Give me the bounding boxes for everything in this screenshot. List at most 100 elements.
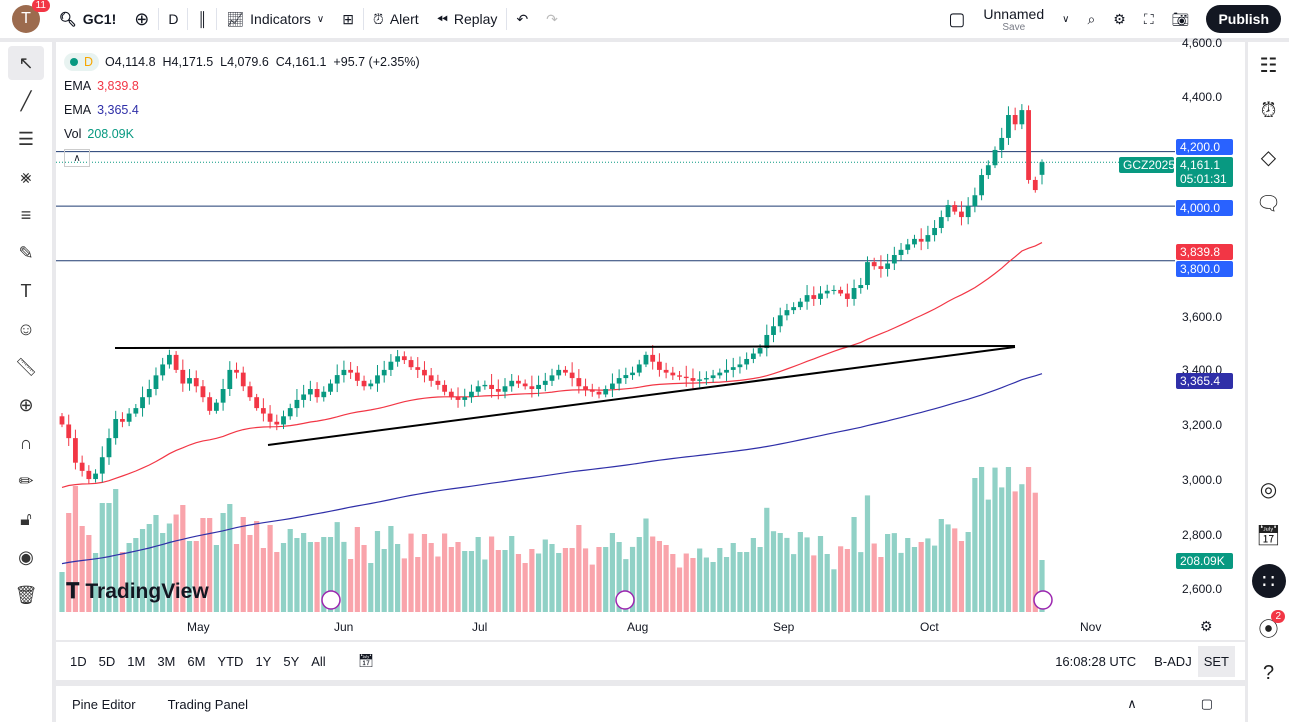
tab-pine-editor[interactable]: Pine Editor xyxy=(72,696,136,712)
pencil-lock-icon: ✏ xyxy=(18,470,34,491)
right-widget-bar: ☷ ⏰︎ ◇ 🗨︎ ◎ 📅︎ ∷ ⦿ 2 ? xyxy=(1248,42,1289,722)
lock-tool[interactable]: 🔓︎ xyxy=(8,502,44,536)
pattern-icon: ⨳ xyxy=(20,166,32,187)
rewind-icon: ⏪︎ xyxy=(436,10,448,27)
chat-icon: 🗨︎ xyxy=(1255,192,1282,215)
divider xyxy=(506,8,508,30)
symbol-tag: GCZ2025 xyxy=(1119,157,1175,173)
divider xyxy=(187,8,189,30)
templates-button[interactable]: ⊞ xyxy=(333,0,363,38)
trendline-tool[interactable]: ╱ xyxy=(8,84,44,118)
magnet-tool[interactable]: ∩ xyxy=(8,426,44,460)
publish-button[interactable]: Publish xyxy=(1206,5,1281,33)
lock-icon: 🔓︎ xyxy=(20,508,32,529)
alerts-button[interactable]: ⏰︎ xyxy=(1248,88,1289,134)
redo-button[interactable]: ↷ xyxy=(537,0,567,38)
range-1d[interactable]: 1D xyxy=(70,653,87,669)
divider xyxy=(158,8,160,30)
help-button[interactable]: ? xyxy=(1248,650,1289,696)
date-range-button[interactable]: 📅︎ xyxy=(346,653,387,669)
cursor-tool[interactable]: ↖ xyxy=(8,46,44,80)
fullscreen-icon: ⛶ xyxy=(1143,10,1154,27)
range-6m[interactable]: 6M xyxy=(187,653,206,669)
layout-checkbox[interactable]: ▢ xyxy=(939,0,974,38)
alarm-clock-icon: ⏰︎ xyxy=(372,10,384,27)
fullscreen-button[interactable]: ⛶ xyxy=(1135,0,1163,38)
quick-search-button[interactable]: ⌕ xyxy=(1078,0,1104,38)
price-axis-label: 3,200.0 xyxy=(1182,418,1223,432)
notification-badge: 11 xyxy=(31,0,50,12)
interval-button[interactable]: D xyxy=(168,11,179,27)
apps-button[interactable]: ∷ xyxy=(1248,558,1289,604)
snapshot-button[interactable]: 📷︎ xyxy=(1163,0,1199,38)
trash-icon: 🗑︎ xyxy=(14,584,38,605)
settings-button[interactable]: ⚙ xyxy=(1104,0,1135,38)
range-1y[interactable]: 1Y xyxy=(255,653,272,669)
price-axis-label: 2,600.0 xyxy=(1182,582,1223,596)
zoom-tool[interactable]: ⊕ xyxy=(8,388,44,422)
time-axis-label: May xyxy=(187,620,210,634)
layout-name-button[interactable]: Unnamed Save xyxy=(983,5,1045,33)
watchlist-button[interactable]: ☷ xyxy=(1248,42,1289,88)
range-5y[interactable]: 5Y xyxy=(283,653,300,669)
symbol-search[interactable]: 🔍︎ GC1! xyxy=(59,10,117,28)
range-5d[interactable]: 5D xyxy=(98,653,116,669)
chat-button[interactable]: 🗨︎ xyxy=(1248,180,1289,226)
line-icon: ╱ xyxy=(20,90,32,111)
emoji-tool[interactable]: ☺ xyxy=(8,312,44,346)
tab-trading-panel[interactable]: Trading Panel xyxy=(167,696,249,712)
compare-button[interactable]: ⊕ xyxy=(125,0,158,38)
lines-icon: ☰ xyxy=(17,128,35,149)
last-price-tag: 4,161.1 05:01:31 xyxy=(1176,157,1233,187)
stream-button[interactable]: ⦿ 2 xyxy=(1248,604,1289,650)
text-tool[interactable]: T xyxy=(8,274,44,308)
maximize-panel-button[interactable]: ▢ xyxy=(1169,696,1245,712)
zoom-in-icon: ⊕ xyxy=(18,394,34,415)
undo-button[interactable]: ↶ xyxy=(507,0,537,38)
indicators-button[interactable]: 📈︎ Indicators ∨ xyxy=(226,10,325,28)
axis-settings-icon[interactable]: ⚙ xyxy=(1200,618,1213,634)
layers-icon: ◇ xyxy=(1260,146,1277,169)
ruler-tool[interactable]: 📏︎ xyxy=(8,350,44,384)
avatar[interactable]: T 11 xyxy=(12,0,50,33)
time-axis-label: Aug xyxy=(627,620,649,634)
pattern-tool[interactable]: ⨳ xyxy=(8,160,44,194)
gear-icon: ⚙ xyxy=(1113,10,1126,27)
brush-tool[interactable]: ✎ xyxy=(8,236,44,270)
collapse-panel-button[interactable]: ∧ xyxy=(1095,696,1169,712)
time-axis-label: Jun xyxy=(334,620,354,634)
horizontal-lines-tool[interactable]: ☰ xyxy=(8,122,44,156)
chevron-down-icon: ∨ xyxy=(1062,13,1070,25)
session-button[interactable]: SET xyxy=(1197,645,1235,677)
maximize-icon: ▢ xyxy=(1200,696,1213,711)
range-1m[interactable]: 1M xyxy=(127,653,146,669)
badj-button[interactable]: B-ADJ xyxy=(1154,653,1192,669)
alert-button[interactable]: ⏰︎ Alert xyxy=(372,10,419,28)
delete-tool[interactable]: 🗑︎ xyxy=(8,578,44,612)
collapse-legend-button[interactable]: ∧ xyxy=(64,149,90,167)
range-3m[interactable]: 3M xyxy=(157,653,176,669)
redo-icon: ↷ xyxy=(546,10,558,27)
range-all[interactable]: All xyxy=(311,653,326,669)
tv-logo-icon: 𝐓 xyxy=(66,580,80,603)
dots-grid-icon: ∷ xyxy=(1251,564,1286,598)
layout-menu-button[interactable]: ∨ xyxy=(1053,0,1078,38)
calendar-button[interactable]: 📅︎ xyxy=(1248,512,1289,558)
chart-type-button[interactable]: ║ xyxy=(188,0,216,38)
square-icon: ▢ xyxy=(948,8,966,29)
interval-pill[interactable]: D xyxy=(64,53,100,71)
undo-icon: ↶ xyxy=(516,10,529,27)
fib-tool[interactable]: ≡ xyxy=(8,198,44,232)
time-axis-label: Nov xyxy=(1080,620,1102,634)
keep-drawing-tool[interactable]: ✏ xyxy=(8,464,44,498)
hide-tool[interactable]: ◉ xyxy=(8,540,44,574)
clock[interactable]: 16:08:28 UTC xyxy=(1055,653,1137,669)
replay-button[interactable]: ⏪︎ Replay xyxy=(436,10,498,28)
target-button[interactable]: ◎ xyxy=(1248,466,1289,512)
fib-icon: ≡ xyxy=(20,204,32,225)
plus-circle-icon: ⊕ xyxy=(134,8,150,29)
chart-legend: D O4,114.8 H4,171.5 L4,079.6 C4,161.1 +95… xyxy=(64,50,420,170)
broadcast-icon: ⦿ xyxy=(1258,618,1279,641)
range-ytd[interactable]: YTD xyxy=(217,653,244,669)
layers-button[interactable]: ◇ xyxy=(1248,134,1289,180)
